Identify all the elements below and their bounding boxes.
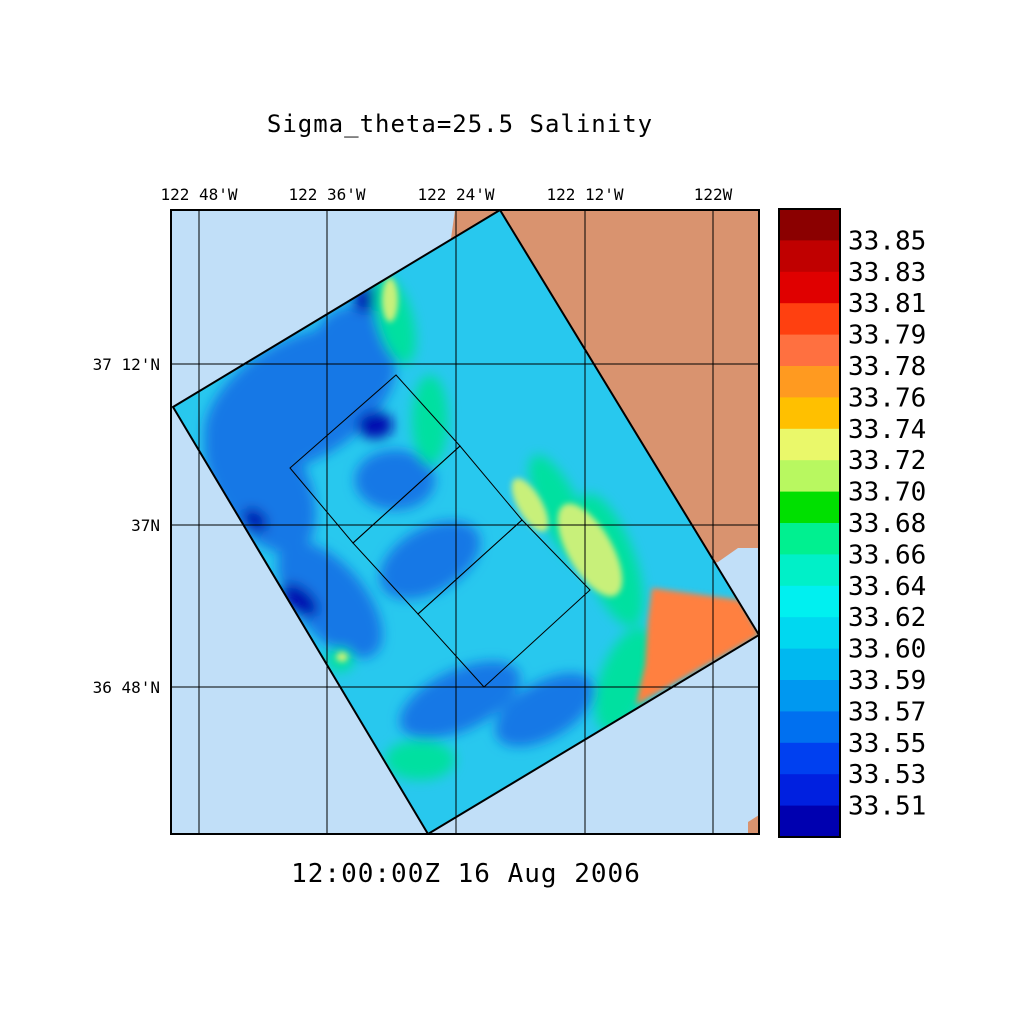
colorbar-level-label: 33.76 bbox=[848, 383, 926, 413]
colorbar-swatch bbox=[779, 742, 840, 775]
lat-tick-label: 37 12'N bbox=[93, 355, 160, 374]
colorbar-swatch bbox=[779, 711, 840, 744]
map-area bbox=[171, 210, 759, 834]
colorbar-level-label: 33.74 bbox=[848, 415, 926, 445]
lat-tick-label: 36 48'N bbox=[93, 678, 160, 697]
colorbar-level-label: 33.60 bbox=[848, 635, 926, 665]
latitude-axis-labels: 37 12'N 37N 36 48'N bbox=[93, 355, 160, 697]
colorbar-swatch bbox=[779, 680, 840, 712]
colorbar-swatch bbox=[779, 366, 840, 398]
colorbar bbox=[779, 209, 840, 838]
colorbar-labels: 33.8533.8333.8133.7933.7833.7633.7433.72… bbox=[848, 226, 926, 821]
colorbar-level-label: 33.79 bbox=[848, 321, 926, 351]
lon-tick-label: 122 12'W bbox=[546, 185, 623, 204]
colorbar-swatch bbox=[779, 240, 840, 273]
map-grid-lines bbox=[171, 210, 759, 834]
map-frame bbox=[170, 209, 760, 835]
colorbar-level-label: 33.70 bbox=[848, 478, 926, 508]
colorbar-level-label: 33.64 bbox=[848, 572, 926, 602]
colorbar-swatch bbox=[779, 617, 840, 650]
colorbar-level-label: 33.62 bbox=[848, 603, 926, 633]
colorbar-swatch bbox=[779, 554, 840, 587]
colorbar-level-label: 33.81 bbox=[848, 289, 926, 319]
colorbar-frame bbox=[778, 208, 841, 838]
colorbar-level-label: 33.85 bbox=[848, 226, 926, 256]
colorbar-level-label: 33.51 bbox=[848, 792, 926, 822]
colorbar-swatch bbox=[779, 805, 840, 838]
model-domain-outline bbox=[171, 210, 759, 834]
subdomain-box-south bbox=[417, 519, 591, 688]
salinity-coastal-band bbox=[336, 278, 759, 705]
lon-tick-label: 122 48'W bbox=[160, 185, 237, 204]
colorbar-swatch bbox=[779, 523, 840, 555]
colorbar-level-label: 33.55 bbox=[848, 729, 926, 759]
lon-tick-label: 122 24'W bbox=[417, 185, 494, 204]
colorbar-swatch bbox=[779, 209, 840, 241]
lon-tick-label: 122 36'W bbox=[288, 185, 365, 204]
colorbar-swatch bbox=[779, 271, 840, 304]
colorbar-swatch bbox=[779, 774, 840, 807]
colorbar-swatch bbox=[779, 303, 840, 336]
colorbar-level-label: 33.59 bbox=[848, 666, 926, 696]
lon-tick-label: 122W bbox=[694, 185, 733, 204]
colorbar-swatch bbox=[779, 334, 840, 367]
colorbar-level-label: 33.78 bbox=[848, 352, 926, 382]
salinity-field bbox=[173, 210, 759, 834]
colorbar-swatch bbox=[779, 648, 840, 681]
colorbar-level-label: 33.68 bbox=[848, 509, 926, 539]
colorbar-swatch bbox=[779, 460, 840, 493]
land-islet bbox=[748, 815, 759, 834]
colorbar-swatch bbox=[779, 397, 840, 430]
colorbar-swatch bbox=[779, 428, 840, 461]
colorbar-level-label: 33.83 bbox=[848, 258, 926, 288]
colorbar-swatch bbox=[779, 585, 840, 618]
colorbar-level-label: 33.66 bbox=[848, 540, 926, 570]
timestamp-label: 12:00:00Z 16 Aug 2006 bbox=[291, 859, 641, 889]
colorbar-level-label: 33.57 bbox=[848, 697, 926, 727]
plot-title: Sigma_theta=25.5 Salinity bbox=[267, 110, 653, 138]
colorbar-level-label: 33.53 bbox=[848, 760, 926, 790]
lat-tick-label: 37N bbox=[131, 516, 160, 535]
longitude-axis-labels: 122 48'W 122 36'W 122 24'W 122 12'W 122W bbox=[160, 185, 732, 204]
colorbar-level-label: 33.72 bbox=[848, 446, 926, 476]
colorbar-swatch bbox=[779, 491, 840, 524]
